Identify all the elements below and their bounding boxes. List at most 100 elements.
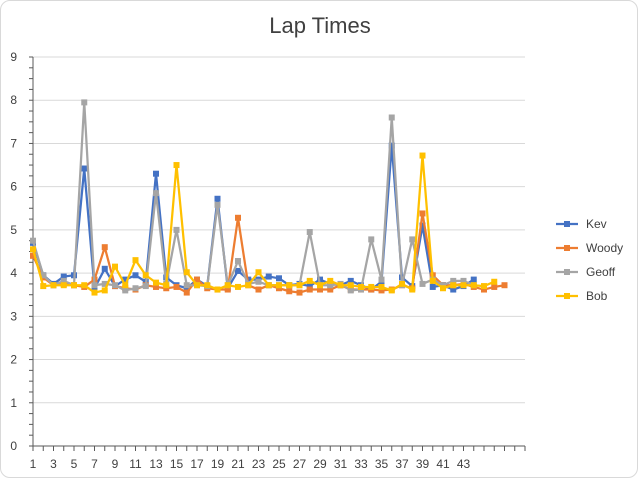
y-tick-label: 0	[10, 439, 17, 453]
data-point-bob	[409, 286, 416, 293]
data-point-woody	[173, 283, 180, 290]
y-tick-label: 8	[10, 93, 17, 107]
data-point-bob	[235, 283, 241, 290]
x-tick-label: 21	[231, 457, 245, 471]
data-point-geoff	[440, 282, 446, 289]
data-point-bob	[306, 277, 313, 284]
data-point-woody	[194, 276, 200, 283]
x-tick-label: 13	[149, 457, 163, 471]
x-tick-label: 11	[129, 457, 142, 471]
legend-marker-woody	[564, 245, 570, 251]
data-point-geoff	[122, 287, 129, 294]
legend-marker-bob	[564, 293, 570, 299]
data-point-woody	[101, 244, 108, 251]
data-point-bob	[245, 282, 252, 289]
data-point-woody	[235, 214, 241, 221]
data-point-kev	[60, 273, 67, 280]
legend-label-bob: Bob	[586, 289, 608, 303]
data-point-bob	[50, 282, 57, 289]
data-point-bob	[276, 282, 282, 289]
data-point-kev	[101, 265, 108, 272]
data-point-bob	[214, 286, 221, 293]
data-point-woody	[491, 283, 498, 290]
data-point-bob	[142, 272, 149, 279]
data-point-geoff	[368, 236, 375, 243]
data-point-bob	[173, 162, 180, 169]
data-point-woody	[163, 285, 170, 292]
data-point-bob	[491, 278, 498, 285]
data-point-bob	[450, 282, 457, 289]
x-tick-label: 25	[272, 457, 286, 471]
data-point-bob	[163, 282, 170, 289]
data-point-woody	[481, 286, 487, 293]
data-point-bob	[81, 282, 88, 289]
data-point-bob	[265, 282, 272, 289]
data-point-woody	[286, 288, 293, 295]
data-point-woody	[296, 289, 303, 296]
y-tick-label: 5	[10, 223, 17, 237]
x-tick-label: 39	[416, 457, 430, 471]
data-point-woody	[183, 289, 190, 296]
series-lines	[30, 99, 508, 296]
y-tick-label: 3	[10, 309, 17, 323]
data-point-bob	[194, 282, 200, 289]
data-point-bob	[470, 282, 477, 289]
x-tick-label: 37	[395, 457, 409, 471]
data-point-woody	[255, 286, 262, 293]
x-tick-label: 31	[334, 457, 348, 471]
data-point-bob	[317, 282, 323, 289]
data-point-bob	[327, 277, 334, 284]
data-point-geoff	[460, 277, 467, 284]
legend-marker-geoff	[564, 269, 570, 275]
data-point-geoff	[101, 280, 108, 287]
x-tick-label: 27	[293, 457, 307, 471]
data-point-bob	[60, 282, 67, 289]
x-tick-label: 29	[313, 457, 327, 471]
x-tick-label: 23	[252, 457, 266, 471]
data-point-bob	[429, 277, 436, 284]
y-tick-label: 1	[10, 396, 17, 410]
data-point-woody	[317, 286, 323, 293]
data-point-kev	[470, 276, 477, 283]
data-point-bob	[388, 287, 395, 294]
data-point-bob	[101, 287, 108, 294]
y-tick-label: 9	[10, 50, 17, 64]
data-point-kev	[81, 165, 88, 172]
data-point-bob	[460, 282, 467, 289]
data-point-geoff	[378, 276, 385, 283]
data-point-kev	[419, 222, 426, 229]
data-point-woody	[306, 286, 313, 293]
data-point-geoff	[306, 229, 313, 236]
data-point-bob	[183, 269, 190, 276]
y-tick-label: 2	[10, 353, 17, 367]
x-tick-label: 17	[190, 457, 204, 471]
data-point-kev	[306, 283, 313, 290]
data-point-geoff	[142, 283, 149, 290]
x-tick-label: 15	[170, 457, 184, 471]
data-point-bob	[358, 283, 364, 290]
data-point-bob	[112, 263, 118, 270]
data-point-woody	[501, 282, 508, 289]
data-point-woody	[224, 286, 231, 293]
x-tick-label: 19	[211, 457, 225, 471]
x-tick-label: 9	[112, 457, 119, 471]
data-point-geoff	[60, 277, 67, 284]
data-point-bob	[399, 280, 405, 287]
y-tick-label: 4	[10, 266, 17, 280]
data-point-geoff	[173, 226, 180, 233]
data-point-bob	[347, 282, 354, 289]
data-point-bob	[286, 282, 293, 289]
x-tick-label: 43	[457, 457, 471, 471]
data-point-geoff	[40, 272, 47, 279]
data-point-woody	[276, 285, 282, 292]
data-point-kev	[214, 195, 221, 202]
data-point-geoff	[327, 282, 334, 289]
x-tick-label: 7	[91, 457, 98, 471]
data-point-kev	[450, 286, 457, 293]
legend-label-woody: Woody	[586, 241, 623, 255]
data-point-geoff	[214, 201, 221, 208]
data-point-bob	[296, 282, 303, 289]
